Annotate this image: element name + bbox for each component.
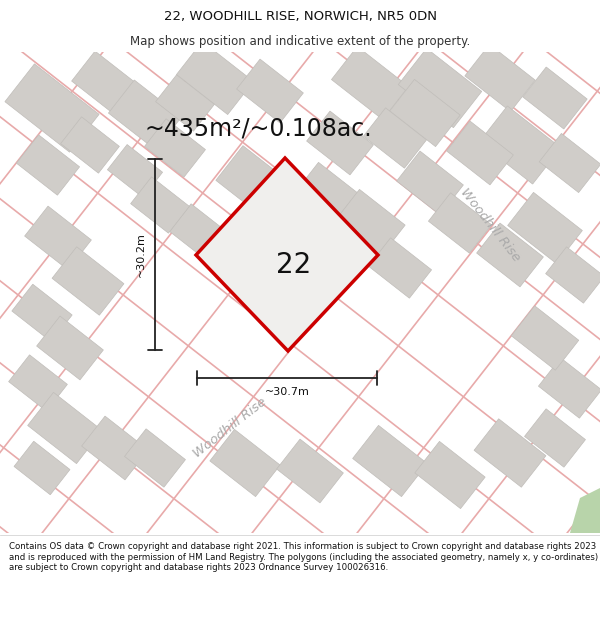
Polygon shape <box>145 119 205 177</box>
Polygon shape <box>428 192 491 253</box>
Polygon shape <box>524 409 586 467</box>
Text: 22, WOODHILL RISE, NORWICH, NR5 0DN: 22, WOODHILL RISE, NORWICH, NR5 0DN <box>163 11 437 23</box>
Text: ~30.2m: ~30.2m <box>136 232 146 277</box>
Text: Woodhill Rise: Woodhill Rise <box>191 396 269 461</box>
Polygon shape <box>8 355 67 411</box>
Polygon shape <box>16 135 80 195</box>
Polygon shape <box>210 429 280 497</box>
Text: 22: 22 <box>277 251 311 279</box>
Polygon shape <box>398 48 482 128</box>
Polygon shape <box>415 441 485 509</box>
Polygon shape <box>131 177 190 233</box>
Polygon shape <box>61 117 119 173</box>
Polygon shape <box>170 204 230 262</box>
Polygon shape <box>474 419 546 488</box>
Polygon shape <box>390 79 460 147</box>
Polygon shape <box>12 284 72 342</box>
Polygon shape <box>465 44 535 112</box>
Polygon shape <box>277 221 343 285</box>
Text: ~435m²/~0.108ac.: ~435m²/~0.108ac. <box>144 117 372 141</box>
Polygon shape <box>511 306 579 370</box>
Polygon shape <box>107 144 163 198</box>
Polygon shape <box>523 67 587 129</box>
Polygon shape <box>335 189 405 257</box>
Polygon shape <box>155 75 214 131</box>
Polygon shape <box>353 426 427 497</box>
Polygon shape <box>331 46 409 119</box>
Text: Contains OS data © Crown copyright and database right 2021. This information is : Contains OS data © Crown copyright and d… <box>9 542 598 572</box>
Polygon shape <box>196 158 378 351</box>
Polygon shape <box>14 441 70 495</box>
Polygon shape <box>5 64 99 152</box>
Polygon shape <box>293 162 367 234</box>
Polygon shape <box>37 316 103 380</box>
Polygon shape <box>476 223 544 287</box>
Polygon shape <box>539 133 600 192</box>
Polygon shape <box>28 392 103 464</box>
Polygon shape <box>446 121 514 185</box>
Polygon shape <box>545 247 600 303</box>
Polygon shape <box>538 357 600 418</box>
Polygon shape <box>125 429 185 487</box>
Text: Map shows position and indicative extent of the property.: Map shows position and indicative extent… <box>130 36 470 48</box>
Polygon shape <box>508 192 583 264</box>
Polygon shape <box>52 247 124 315</box>
Polygon shape <box>216 146 294 221</box>
Polygon shape <box>236 59 304 123</box>
Polygon shape <box>25 206 91 270</box>
Polygon shape <box>364 107 427 168</box>
Polygon shape <box>109 80 182 150</box>
Polygon shape <box>570 488 600 533</box>
Polygon shape <box>397 151 463 215</box>
Text: ~30.7m: ~30.7m <box>265 387 310 397</box>
Polygon shape <box>82 416 148 480</box>
Polygon shape <box>71 51 139 115</box>
Polygon shape <box>176 41 254 114</box>
Text: Woodhill Rise: Woodhill Rise <box>457 186 523 264</box>
Polygon shape <box>368 238 431 298</box>
Polygon shape <box>307 111 373 175</box>
Polygon shape <box>479 106 561 184</box>
Polygon shape <box>277 439 343 503</box>
